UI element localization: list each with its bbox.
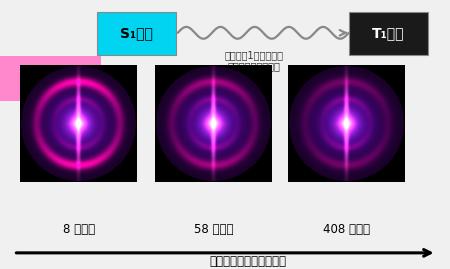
Text: 58 ピコ秒: 58 ピコ秒 <box>194 224 234 236</box>
Text: 分子内の1つの電子の: 分子内の1つの電子の <box>225 51 284 61</box>
Text: 8 ピコ秒: 8 ピコ秒 <box>63 224 95 236</box>
Text: 408 ピコ秒: 408 ピコ秒 <box>323 224 370 236</box>
Text: 反応開始からの経過時間: 反応開始からの経過時間 <box>209 255 286 268</box>
FancyBboxPatch shape <box>349 12 428 55</box>
Text: 分子がS₁状態で: 分子がS₁状態で <box>28 72 73 82</box>
Text: S₁状態: S₁状態 <box>120 27 153 41</box>
FancyBboxPatch shape <box>97 12 176 55</box>
Text: T₁状態: T₁状態 <box>372 27 405 41</box>
Text: スピンの向きが反転: スピンの向きが反転 <box>228 61 281 71</box>
Text: あることを示すリング: あることを示すリング <box>21 84 80 94</box>
FancyBboxPatch shape <box>0 56 101 101</box>
